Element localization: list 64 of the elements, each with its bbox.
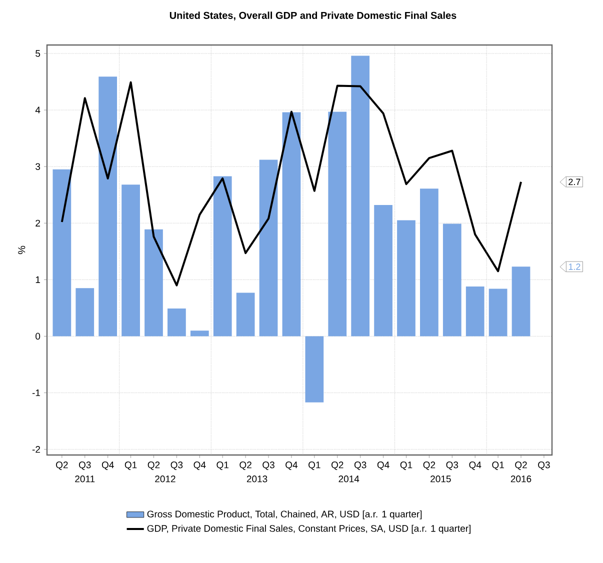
x-tick-label: Q2 [423,462,436,470]
y-tick-label: 4 [35,106,40,114]
x-tick-label: Q2 [148,462,160,470]
y-tick-label: 3 [36,163,40,170]
text: 2014 [338,476,360,482]
x-tick-label: Q2 [331,462,344,470]
x-tick-label: Q2 [56,462,68,470]
bar [512,266,530,336]
bar [282,112,301,336]
x-tick-label: Q4 [469,462,482,470]
legend-label: Gross Domestic Product, Total, Chained, AR, USD [a.r. 1 quarter] [147,510,422,520]
bar [397,220,416,336]
y-tick-label: -1 [32,390,40,396]
line-series [60,81,522,286]
x-tick-label: Q3 [262,462,274,470]
bar [52,169,72,336]
legend-label: GDP, Private Domestic Final Sales, Constant Prices, SA, USD [a.r. 1 quarter] [147,524,471,534]
bar [305,336,324,402]
bar [76,288,94,336]
text: 2.7 [568,178,580,185]
bar [442,224,462,336]
x-tick-label: Q2 [240,462,252,470]
x-tick-label: Q1 [400,462,412,470]
text: 2012 [155,476,176,482]
y-tick-label: 0 [36,332,40,340]
text: 2016 [510,476,532,482]
text: 2013 [246,476,268,482]
y-tick-label: 2 [36,220,40,226]
bar [236,292,255,336]
x-tick-label: Q4 [377,462,390,470]
x-tick-label: Q3 [354,462,366,470]
text: 2015 [430,476,451,482]
y-tick-label: -2 [32,446,40,453]
y-tick-label: 5 [36,50,40,57]
bar [213,176,232,336]
bar [259,160,278,336]
bar [168,308,186,336]
x-tick-label: Q4 [286,462,298,470]
bar [190,330,209,336]
x-tick-label: Q1 [124,462,137,470]
bar [328,112,347,336]
chart-title: United States, Overall GDP and Private Domestic Final Sales [170,12,456,20]
x-tick-label: Q2 [515,462,527,470]
bar [122,184,140,336]
y-tick-label: 1 [36,276,40,283]
y-axis-title: % [18,246,26,254]
x-tick-label: Q4 [194,462,206,470]
bar [351,56,370,336]
x-tick-label: Q3 [538,462,550,470]
text: 2011 [75,476,95,482]
bar [466,286,484,336]
x-tick-label: Q1 [308,462,320,470]
x-tick-label: Q1 [492,462,504,470]
x-tick-label: Q1 [216,462,228,470]
text: 1.2 [568,264,580,270]
bar [420,188,438,336]
bar [98,76,118,336]
x-tick-label: Q4 [102,462,114,470]
x-tick-label: Q3 [446,462,458,470]
x-tick-label: Q3 [78,462,91,470]
x-tick-label: Q3 [170,462,183,470]
bar [488,288,508,336]
bar [144,229,163,336]
bar [374,205,392,336]
